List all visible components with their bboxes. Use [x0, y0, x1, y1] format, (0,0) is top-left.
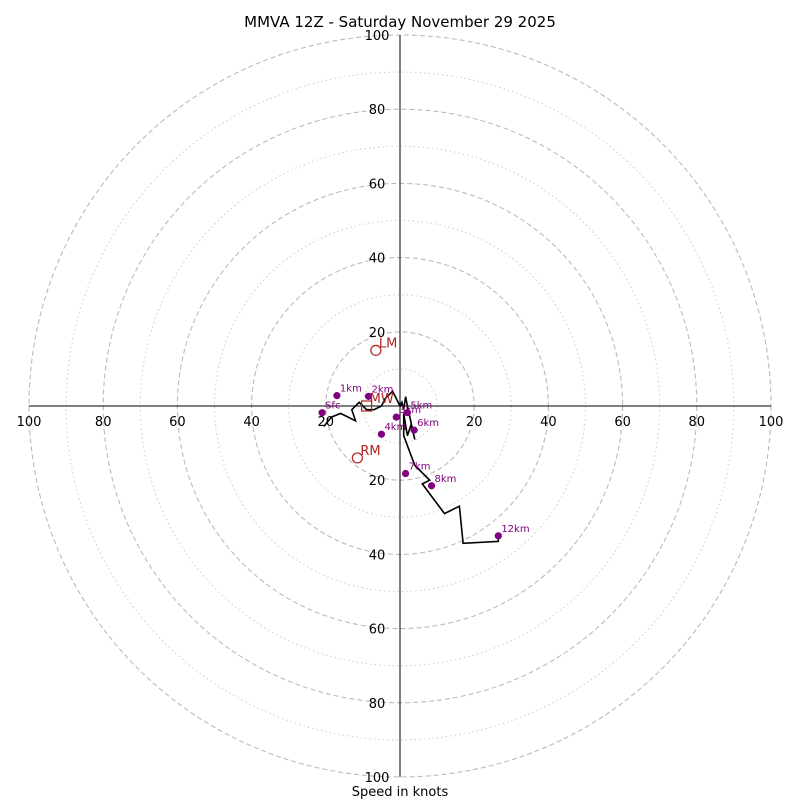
height-point: [427, 482, 436, 490]
height-label: 12km: [501, 524, 529, 535]
y-tick-label: 100: [365, 771, 390, 786]
mean-wind-marker: [361, 400, 373, 412]
x-tick-label: 60: [169, 415, 186, 430]
x-axis-label: Speed in knots: [352, 785, 449, 800]
y-tick-label: 20: [369, 326, 386, 341]
height-markers: Sfc1km2km3km4km5km6km7km8km12km: [318, 384, 530, 540]
wind-trace: [323, 389, 500, 545]
height-label: 1km: [340, 384, 362, 395]
height-point: [318, 409, 326, 417]
height-label: 7km: [409, 462, 431, 473]
x-tick-label: 80: [689, 415, 706, 430]
y-tick-label: 40: [369, 252, 386, 267]
storm-motion-marker: [351, 452, 363, 464]
height-label: 2km: [371, 384, 393, 395]
x-tick-label: 80: [95, 415, 112, 430]
x-tick-label: 100: [17, 415, 42, 430]
height-point: [333, 392, 341, 400]
storm-motion-label: RM: [360, 444, 380, 459]
x-tick-label: 60: [614, 415, 631, 430]
y-tick-label: 80: [369, 103, 386, 118]
chart-title: MMVA 12Z - Saturday November 29 2025: [244, 13, 556, 31]
storm-motion-label: MW: [370, 392, 394, 407]
height-point: [364, 392, 373, 400]
wind-trace-line: [323, 389, 500, 545]
height-label: 6km: [417, 418, 439, 429]
height-label: 4km: [384, 422, 406, 433]
height-point: [410, 426, 418, 434]
height-point: [377, 430, 386, 438]
y-tick-label: 60: [369, 177, 386, 192]
x-tick-label: 40: [243, 415, 260, 430]
storm-motion-marker: [370, 344, 382, 356]
height-point: [403, 409, 412, 417]
storm-motion-markers: LM MW RM: [351, 336, 397, 464]
x-tick-label: 40: [540, 415, 557, 430]
height-label: 5km: [410, 401, 432, 412]
y-tick-label: 100: [365, 29, 390, 44]
y-tick-label: 60: [369, 623, 386, 638]
height-label: 8km: [435, 474, 457, 485]
x-tick-label: 100: [759, 415, 784, 430]
y-tick-label: 20: [369, 474, 386, 489]
height-label: Sfc: [325, 401, 340, 412]
height-point: [401, 469, 410, 478]
y-tick-label: 40: [369, 548, 386, 563]
height-point: [392, 413, 400, 421]
height-point: [494, 532, 502, 540]
storm-motion-label: LM: [379, 336, 397, 351]
x-tick-label: 20: [466, 415, 483, 430]
y-tick-label: 80: [369, 697, 386, 712]
